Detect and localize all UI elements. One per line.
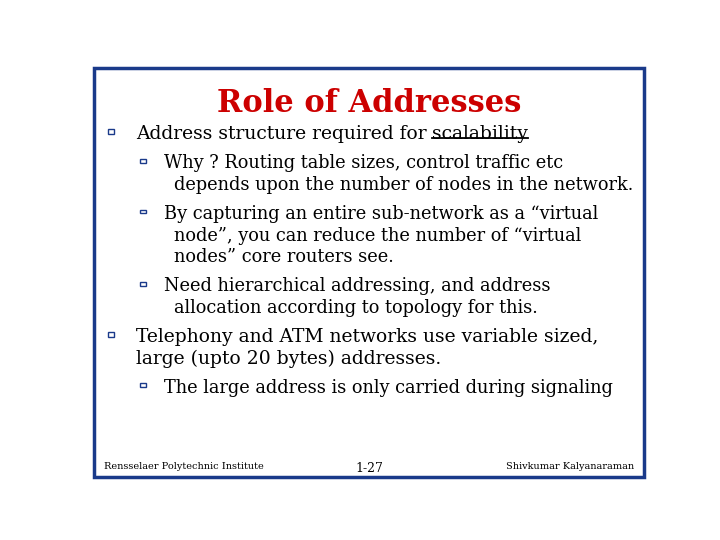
FancyBboxPatch shape <box>94 68 644 477</box>
Text: Role of Addresses: Role of Addresses <box>217 87 521 119</box>
Text: nodes” core routers see.: nodes” core routers see. <box>174 248 394 266</box>
Text: By capturing an entire sub-network as a “virtual: By capturing an entire sub-network as a … <box>164 205 598 223</box>
Text: scalability: scalability <box>433 125 528 143</box>
Text: Telephony and ATM networks use variable sized,: Telephony and ATM networks use variable … <box>136 328 598 346</box>
Text: large (upto 20 bytes) addresses.: large (upto 20 bytes) addresses. <box>136 349 441 368</box>
Text: depends upon the number of nodes in the network.: depends upon the number of nodes in the … <box>174 176 634 194</box>
Text: The large address is only carried during signaling: The large address is only carried during… <box>164 379 613 397</box>
Text: allocation according to topology for this.: allocation according to topology for thi… <box>174 299 538 317</box>
Text: Why ? Routing table sizes, control traffic etc: Why ? Routing table sizes, control traff… <box>164 154 563 172</box>
Text: 1-27: 1-27 <box>355 462 383 475</box>
Text: Rensselaer Polytechnic Institute: Rensselaer Polytechnic Institute <box>104 462 264 471</box>
Text: Need hierarchical addressing, and address: Need hierarchical addressing, and addres… <box>164 277 551 295</box>
Text: Address structure required for: Address structure required for <box>136 125 433 143</box>
Text: node”, you can reduce the number of “virtual: node”, you can reduce the number of “vir… <box>174 227 582 245</box>
Text: Shivkumar Kalyanaraman: Shivkumar Kalyanaraman <box>506 462 634 471</box>
